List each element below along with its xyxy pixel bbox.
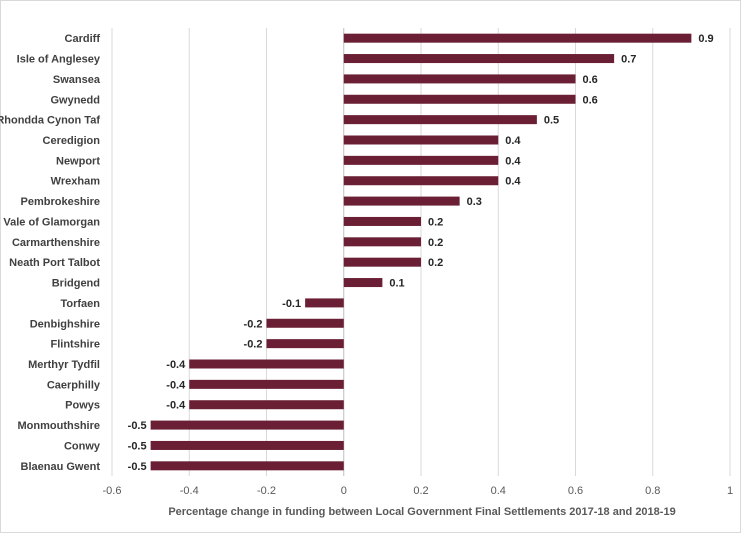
data-label: 0.2 [428,257,443,269]
category-label: Monmouthshire [18,420,101,432]
category-label: Bridgend [52,278,100,290]
bars [150,33,692,471]
bar [343,278,383,288]
data-label: 0.2 [428,216,443,228]
data-label: 0.9 [698,33,713,45]
category-label: Newport [56,155,100,167]
bar [189,359,344,369]
category-label: Gwynedd [50,94,100,106]
bar [343,216,421,226]
data-label: 0.3 [467,196,482,208]
data-label: 0.1 [389,278,404,290]
category-label: Ceredigion [43,135,101,147]
category-label: Neath Port Talbot [9,257,100,269]
data-label: -0.2 [244,318,263,330]
category-label: Merthyr Tydfil [28,359,100,371]
bar [343,257,421,267]
category-label: Flintshire [50,339,100,351]
data-label: 0.6 [583,74,598,86]
bar [266,339,344,349]
bar [343,33,692,43]
x-tick-label: 0.2 [413,485,428,497]
category-label: Torfaen [60,298,100,310]
bar [343,94,576,104]
category-label: Caerphilly [47,379,101,391]
data-label: 0.5 [544,115,559,127]
bar [343,135,499,145]
bar [343,237,421,247]
category-label: Conwy [64,440,101,452]
category-label: Isle of Anglesey [17,54,101,66]
category-label: Swansea [53,74,101,86]
data-label: 0.4 [505,155,521,167]
data-label: 0.7 [621,54,636,66]
bar [343,74,576,84]
x-axis-title: Percentage change in funding between Loc… [168,506,675,518]
category-labels: Cardiff Isle of Anglesey Swansea Gwynedd Rho… [0,33,101,473]
bar [266,318,344,328]
category-label: Rhondda Cynon Taf [0,115,100,127]
value-labels: 0.9 0.7 0.6 0.6 0.5 0.4 0.4 0.4 0.3 0.2 0.2 0.2 0.1 -… [128,33,714,473]
x-tick-label: 0.8 [645,485,660,497]
category-label: Blaenau Gwent [21,461,101,473]
category-label: Powys [65,400,100,412]
bar [150,440,344,450]
bar [343,115,537,125]
data-label: -0.2 [244,339,263,351]
bar [343,155,499,165]
x-tick-label: 0.4 [491,485,506,497]
data-label: -0.5 [128,440,147,452]
data-label: -0.4 [166,379,186,391]
x-tick-label: -0.6 [103,485,122,497]
data-label: 0.2 [428,237,443,249]
data-label: -0.1 [282,298,301,310]
data-label: 0.4 [505,176,521,188]
x-tick-label: -0.4 [180,485,199,497]
bar [343,54,615,64]
category-label: Cardiff [65,33,101,45]
category-label: Wrexham [51,176,101,188]
data-label: 0.6 [583,94,598,106]
x-tick-label: -0.2 [257,485,276,497]
data-label: -0.4 [166,400,186,412]
data-label: -0.5 [128,420,147,432]
bar [150,461,344,471]
category-label: Pembrokeshire [21,196,100,208]
category-label: Denbighshire [30,318,100,330]
bar [189,400,344,410]
data-label: 0.4 [505,135,521,147]
category-label: Carmarthenshire [12,237,100,249]
x-tick-label: 0.6 [568,485,583,497]
x-tick-labels: -0.6 -0.4 -0.2 0 0.2 0.4 0.6 0.8 1 [103,485,734,497]
bar [343,196,460,206]
bar [189,379,344,389]
x-tick-label: 0 [341,485,347,497]
data-label: -0.5 [128,461,147,473]
bar [305,298,344,308]
bar [150,420,344,430]
data-label: -0.4 [166,359,186,371]
x-tick-label: 1 [727,485,733,497]
category-label: Vale of Glamorgan [3,216,100,228]
bar [343,176,499,186]
